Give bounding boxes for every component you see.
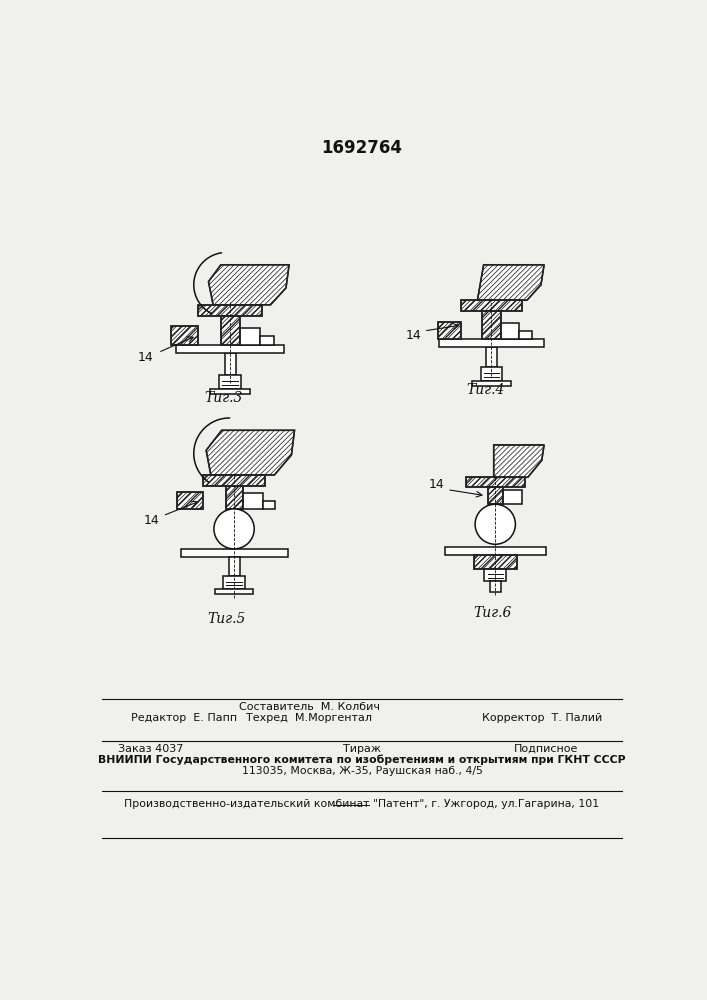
Bar bbox=[221, 316, 240, 345]
Bar bbox=[199, 305, 262, 316]
Bar bbox=[177, 492, 203, 509]
Bar bbox=[482, 311, 501, 339]
Bar bbox=[177, 492, 203, 509]
Text: Редактор  Е. Папп: Редактор Е. Папп bbox=[131, 713, 237, 723]
Bar bbox=[482, 311, 501, 339]
Polygon shape bbox=[493, 445, 544, 477]
Polygon shape bbox=[477, 265, 544, 300]
Bar bbox=[171, 326, 199, 345]
Text: 1692764: 1692764 bbox=[322, 139, 402, 157]
Polygon shape bbox=[206, 430, 295, 475]
Bar bbox=[488, 487, 503, 504]
Bar bbox=[221, 316, 240, 345]
Circle shape bbox=[214, 509, 255, 549]
Bar bbox=[221, 316, 240, 345]
Bar bbox=[180, 549, 288, 557]
Text: Подписное: Подписное bbox=[513, 744, 578, 754]
Text: 113035, Москва, Ж-35, Раушская наб., 4/5: 113035, Москва, Ж-35, Раушская наб., 4/5 bbox=[242, 766, 482, 776]
Bar bbox=[203, 475, 265, 486]
Text: 14: 14 bbox=[138, 351, 153, 364]
Bar bbox=[171, 326, 199, 345]
Bar bbox=[199, 305, 262, 316]
Bar bbox=[215, 589, 253, 594]
Bar bbox=[171, 326, 199, 345]
Bar bbox=[221, 316, 240, 345]
Bar bbox=[484, 569, 506, 581]
Bar bbox=[176, 345, 284, 353]
Text: Производственно-издательский комбинат "Патент", г. Ужгород, ул.Гагарина, 101: Производственно-издательский комбинат "П… bbox=[124, 799, 600, 809]
Bar bbox=[490, 581, 501, 592]
Bar bbox=[177, 492, 203, 509]
Bar bbox=[482, 311, 501, 339]
Bar bbox=[438, 322, 461, 339]
Polygon shape bbox=[477, 265, 544, 300]
Bar bbox=[177, 492, 203, 509]
Bar bbox=[466, 477, 525, 487]
Bar bbox=[263, 501, 275, 509]
Bar bbox=[488, 487, 503, 504]
Text: 14: 14 bbox=[144, 514, 160, 527]
Text: Заказ 4037: Заказ 4037 bbox=[118, 744, 183, 754]
Bar bbox=[503, 490, 522, 504]
Text: Τиг.3: Τиг.3 bbox=[205, 391, 243, 405]
Bar bbox=[519, 331, 532, 339]
Text: 14: 14 bbox=[428, 478, 444, 491]
Bar bbox=[223, 576, 245, 589]
Bar bbox=[226, 486, 243, 509]
Bar bbox=[466, 477, 525, 487]
Bar bbox=[225, 353, 235, 375]
Text: Корректор  Т. Палий: Корректор Т. Палий bbox=[482, 713, 602, 723]
Bar bbox=[228, 557, 240, 576]
Bar bbox=[226, 486, 243, 509]
Bar bbox=[203, 475, 265, 486]
Bar bbox=[488, 487, 503, 504]
Text: 14: 14 bbox=[405, 329, 421, 342]
Text: Техред  М.Моргентал: Техред М.Моргентал bbox=[246, 713, 373, 723]
Bar bbox=[203, 475, 265, 486]
Bar bbox=[199, 305, 262, 316]
Bar bbox=[474, 555, 517, 569]
Bar bbox=[203, 475, 265, 486]
Polygon shape bbox=[206, 430, 295, 475]
Bar bbox=[461, 300, 522, 311]
Text: Τиг.5: Τиг.5 bbox=[207, 612, 245, 626]
Polygon shape bbox=[209, 265, 289, 305]
Bar bbox=[466, 477, 525, 487]
Bar bbox=[461, 300, 522, 311]
Bar bbox=[226, 486, 243, 509]
Bar bbox=[466, 477, 525, 487]
Circle shape bbox=[475, 504, 515, 544]
Bar bbox=[438, 322, 461, 339]
Bar bbox=[243, 493, 263, 509]
Bar bbox=[481, 367, 502, 381]
Bar bbox=[501, 323, 519, 339]
Bar bbox=[461, 300, 522, 311]
Polygon shape bbox=[493, 445, 544, 477]
Bar bbox=[488, 487, 503, 504]
Bar bbox=[486, 347, 497, 367]
Bar bbox=[474, 555, 517, 569]
Bar bbox=[438, 322, 461, 339]
Text: ВНИИПИ Государственного комитета по изобретениям и открытиям при ГКНТ СССР: ВНИИПИ Государственного комитета по изоб… bbox=[98, 754, 626, 765]
Bar bbox=[438, 322, 461, 339]
Text: Τиг.4: Τиг.4 bbox=[466, 383, 504, 397]
Bar bbox=[259, 336, 274, 345]
Bar bbox=[461, 300, 522, 311]
Bar bbox=[474, 555, 517, 569]
Bar bbox=[482, 311, 501, 339]
Bar bbox=[199, 305, 262, 316]
Bar bbox=[439, 339, 544, 347]
Bar bbox=[472, 381, 510, 386]
Bar bbox=[445, 547, 546, 555]
Text: Составитель  М. Колбич: Составитель М. Колбич bbox=[239, 702, 380, 712]
Text: Тираж: Тираж bbox=[343, 744, 381, 754]
Polygon shape bbox=[209, 265, 289, 305]
Bar bbox=[240, 328, 259, 345]
Text: Τиг.6: Τиг.6 bbox=[473, 606, 511, 620]
Bar bbox=[474, 555, 517, 569]
Bar bbox=[210, 389, 250, 394]
Bar bbox=[219, 375, 241, 389]
Bar bbox=[171, 326, 199, 345]
Bar bbox=[226, 486, 243, 509]
